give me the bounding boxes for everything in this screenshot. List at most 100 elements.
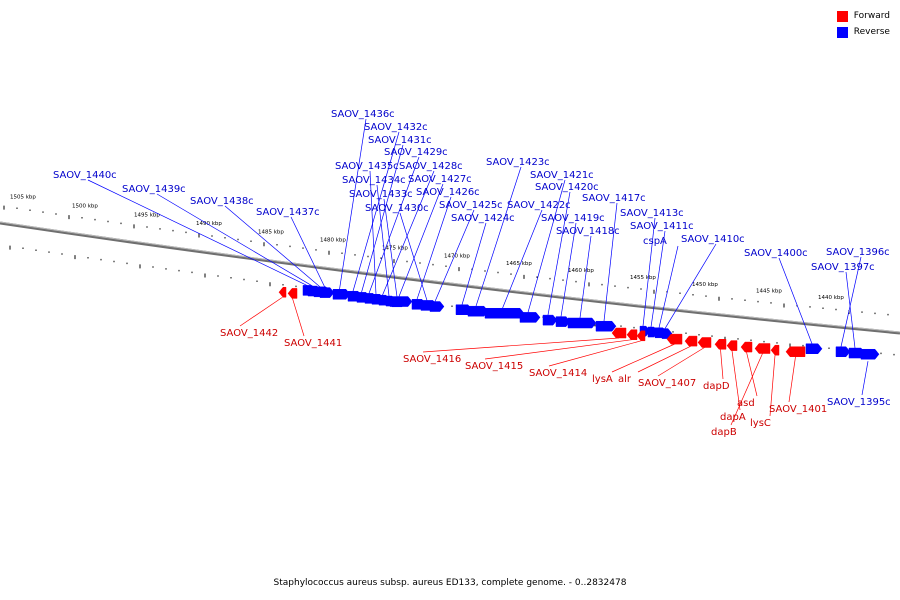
gene-label-dapD[interactable]: dapD	[703, 381, 730, 392]
legend-reverse: Reverse	[836, 24, 890, 40]
scale-tick-label: 1445 kbp	[756, 289, 782, 295]
gene-label-SAOV_1436c[interactable]: SAOV_1436c	[331, 109, 395, 120]
gene-label-alr[interactable]: alr	[618, 374, 632, 385]
reverse-gene-SAOV_1420c[interactable]	[542, 314, 558, 326]
gene-label-SAOV_1442[interactable]: SAOV_1442	[220, 328, 278, 339]
gene-label-SAOV_1397c[interactable]: SAOV_1397c	[811, 262, 875, 273]
leader-line	[422, 337, 620, 353]
gene-label-SAOV_1432c[interactable]: SAOV_1432c	[364, 122, 428, 133]
gene-label-SAOV_1413c[interactable]: SAOV_1413c	[620, 208, 684, 219]
gene-label-SAOV_1428c[interactable]: SAOV_1428c	[399, 161, 463, 172]
gene-label-SAOV_1415[interactable]: SAOV_1415	[465, 361, 523, 372]
gene-label-SAOV_1401[interactable]: SAOV_1401	[769, 404, 827, 415]
forward-gene-dapD[interactable]	[714, 339, 727, 350]
gene-label-SAOV_1420c[interactable]: SAOV_1420c	[535, 182, 599, 193]
gene-label-SAOV_1433c[interactable]: SAOV_1433c	[349, 189, 413, 200]
gene-label-SAOV_1431c[interactable]: SAOV_1431c	[368, 135, 432, 146]
gene-label-SAOV_1435c[interactable]: SAOV_1435c	[335, 161, 399, 172]
reverse-gene-SAOV_1422c[interactable]	[484, 307, 525, 319]
leader-line	[527, 179, 566, 313]
reverse-gene-SAOV_1425c[interactable]	[429, 301, 445, 312]
scale-tick-label: 1490 kbp	[196, 221, 222, 227]
gene-label-SAOV_1422c[interactable]: SAOV_1422c	[507, 200, 571, 211]
gene-label-SAOV_1407[interactable]: SAOV_1407	[638, 378, 696, 389]
reverse-gene-SAOV_1436c[interactable]	[332, 289, 351, 300]
gene-label-SAOV_1426c[interactable]: SAOV_1426c	[416, 187, 480, 198]
leader-line	[369, 170, 377, 295]
leader-line	[547, 191, 571, 316]
gene-label-SAOV_1410c[interactable]: SAOV_1410c	[681, 234, 745, 245]
gene-label-dapB[interactable]: dapB	[711, 427, 737, 438]
leader-line	[416, 196, 452, 300]
forward-swatch	[836, 10, 848, 22]
forward-gene-SAOV_1414[interactable]	[636, 330, 646, 342]
forward-gene-SAOV_1416[interactable]	[611, 327, 627, 339]
gene-label-SAOV_1430c[interactable]: SAOV_1430c	[365, 203, 429, 214]
forward-gene-dapB[interactable]	[754, 343, 771, 354]
gene-label-SAOV_1419c[interactable]: SAOV_1419c	[541, 213, 605, 224]
forward-gene-lysA[interactable]	[666, 333, 683, 345]
gene-label-SAOV_1425c[interactable]: SAOV_1425c	[439, 200, 503, 211]
leader-line	[475, 166, 522, 307]
reverse-gene-SAOV_1400c[interactable]	[805, 343, 823, 355]
leader-line	[383, 198, 398, 297]
reverse-gene-SAOV_1437c[interactable]	[319, 287, 335, 298]
gene-labels: SAOV_1440c SAOV_1439c SAOV_1438cSAOV_1437c…	[53, 109, 891, 438]
forward-gene-SAOV_1442[interactable]	[278, 286, 287, 298]
leader-line	[382, 170, 435, 296]
leader-line	[657, 347, 705, 377]
gene-label-SAOV_1421c[interactable]: SAOV_1421c	[530, 170, 594, 181]
leader-line	[560, 222, 577, 317]
gene-label-SAOV_1429c[interactable]: SAOV_1429c	[384, 147, 448, 158]
gene-label-cspA[interactable]: cspA	[643, 236, 667, 247]
gene-label-SAOV_1416[interactable]: SAOV_1416	[403, 354, 461, 365]
gene-label-SAOV_1414[interactable]: SAOV_1414	[529, 368, 587, 379]
scale-tick-label: 1500 kbp	[72, 204, 98, 210]
forward-gene-alr[interactable]	[684, 335, 698, 347]
leader-line	[845, 271, 856, 349]
forward-gene-SAOV_1415[interactable]	[626, 329, 638, 340]
reverse-gene-SAOV_1395c[interactable]	[860, 348, 880, 360]
gene-label-SAOV_1400c[interactable]: SAOV_1400c	[744, 248, 808, 259]
gene-label-SAOV_1423c[interactable]: SAOV_1423c	[486, 157, 550, 168]
reverse-gene-SAOV_1421c[interactable]	[519, 312, 541, 323]
forward-gene-SAOV_1401[interactable]	[785, 346, 806, 357]
leader-line	[548, 340, 642, 367]
gene-label-SAOV_1439c[interactable]: SAOV_1439c	[122, 184, 186, 195]
gene-label-lysC[interactable]: lysC	[750, 418, 771, 429]
gene-label-SAOV_1424c[interactable]: SAOV_1424c	[451, 213, 515, 224]
leader-line	[658, 245, 679, 328]
forward-gene-asd[interactable]	[740, 341, 753, 353]
gene-label-SAOV_1438c[interactable]: SAOV_1438c	[190, 196, 254, 207]
gene-label-lysA[interactable]: lysA	[592, 374, 613, 385]
gene-label-SAOV_1411c[interactable]: SAOV_1411c	[630, 221, 694, 232]
gene-label-SAOV_1396c[interactable]: SAOV_1396c	[826, 247, 890, 258]
reverse-gene-SAOV_1417c[interactable]	[595, 320, 617, 332]
gene-label-SAOV_1441[interactable]: SAOV_1441	[284, 338, 342, 349]
reverse-gene-SAOV_1418c[interactable]	[567, 317, 597, 329]
reverse-gene-SAOV_1396c[interactable]	[835, 346, 851, 358]
leader-line	[579, 235, 592, 319]
scale-ticks: 1505 kbp 1500 kbp 1495 kbp 1490 kbp 1485 kbp…	[3, 194, 895, 356]
forward-gene-dapA[interactable]	[726, 340, 738, 351]
gene-label-asd[interactable]: asd	[737, 398, 755, 409]
forward-gene-lysC[interactable]	[770, 344, 780, 356]
leader-line	[664, 243, 717, 329]
gene-label-SAOV_1418c[interactable]: SAOV_1418c	[556, 226, 620, 237]
leader-line	[224, 205, 321, 288]
forward-gene-SAOV_1441[interactable]	[287, 288, 298, 299]
leader-line	[398, 183, 444, 297]
leader-line	[239, 296, 283, 327]
gene-label-dapA[interactable]: dapA	[720, 412, 746, 423]
gene-label-SAOV_1434c[interactable]: SAOV_1434c	[342, 175, 406, 186]
gene-label-SAOV_1395c[interactable]: SAOV_1395c	[827, 397, 891, 408]
gene-track	[278, 285, 880, 360]
reverse-gene-SAOV_1433c[interactable]	[391, 296, 407, 308]
leader-line	[746, 351, 758, 397]
gene-label-SAOV_1437c[interactable]: SAOV_1437c	[256, 207, 320, 218]
gene-label-SAOV_1417c[interactable]: SAOV_1417c	[582, 193, 646, 204]
gene-label-SAOV_1427c[interactable]: SAOV_1427c	[408, 174, 472, 185]
gene-label-SAOV_1440c[interactable]: SAOV_1440c	[53, 170, 117, 181]
forward-gene-SAOV_1407[interactable]	[697, 337, 712, 348]
